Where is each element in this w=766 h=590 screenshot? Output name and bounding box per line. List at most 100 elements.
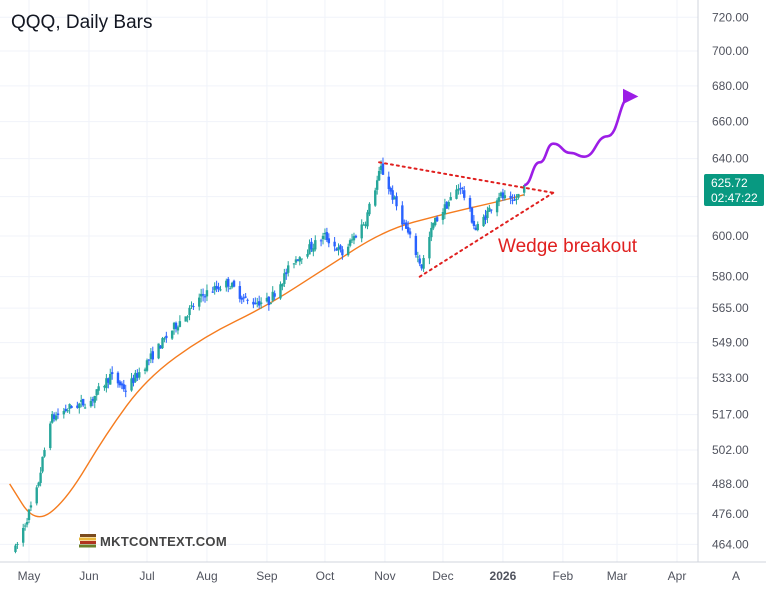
candle-body (68, 404, 71, 409)
candle-body (78, 403, 81, 409)
candle-body (406, 227, 410, 233)
candle-body (381, 163, 385, 175)
candle-body (242, 297, 245, 299)
candle-body (186, 316, 189, 318)
candle-body (269, 302, 272, 304)
candle-body (64, 408, 67, 411)
time-axis-label: Aug (196, 569, 217, 583)
candle-body (346, 246, 350, 256)
candle-body (228, 288, 232, 290)
candle-body (468, 197, 472, 209)
auto-scale-button[interactable]: A (732, 569, 740, 583)
candle-body (201, 294, 205, 296)
time-axis-label: Sep (256, 569, 278, 583)
candle-body (285, 272, 288, 275)
candle-body (213, 286, 216, 291)
candle-body (203, 296, 207, 298)
candle-body (350, 239, 354, 241)
price-axis-label: 533.00 (712, 371, 749, 385)
candle-body (184, 316, 187, 322)
candle-body (76, 405, 79, 408)
price-axis-label: 660.00 (712, 115, 749, 129)
candle-body (366, 212, 369, 227)
candle-body (300, 258, 303, 260)
candle-body (215, 285, 218, 289)
moving-average-layer (9, 194, 525, 518)
watermark: MKTCONTEXT.COM (79, 533, 227, 549)
candle-body (107, 378, 110, 383)
candle-body (37, 482, 40, 486)
candle-body (21, 527, 25, 543)
time-axis-label: 2026 (490, 569, 517, 583)
candle-body (110, 372, 114, 375)
candle-body (335, 248, 338, 251)
candle-body (476, 224, 479, 231)
price-axis-label: 580.00 (712, 270, 749, 284)
candle-body (482, 216, 485, 227)
candle-body (240, 297, 243, 300)
candle-body (130, 378, 133, 391)
candle-body (517, 193, 520, 198)
candle-body (364, 224, 367, 227)
candle-body (310, 241, 313, 250)
candle-body (499, 192, 503, 197)
stacked-books-icon (79, 534, 96, 548)
price-axis-label: 502.00 (712, 443, 749, 457)
time-axis-label: Mar (607, 569, 628, 583)
candle-body (401, 205, 404, 225)
candle-body (43, 450, 46, 457)
candle-body (190, 305, 193, 307)
wedge-breakout-annotation: Wedge breakout (498, 236, 638, 257)
candle-body (97, 386, 100, 391)
time-axis-label: Jul (139, 569, 154, 583)
candle-body (157, 343, 160, 359)
candle-body (511, 199, 514, 201)
watermark-text: MKTCONTEXT.COM (100, 533, 227, 549)
price-axis-label: 488.00 (712, 477, 749, 491)
candle-body (39, 472, 42, 483)
candle-body (455, 189, 458, 199)
candle-body (325, 232, 329, 241)
candle-body (379, 165, 383, 171)
candle-body (161, 338, 164, 349)
candle-body (360, 224, 363, 239)
candle-body (244, 296, 247, 298)
candle-body (393, 197, 396, 200)
candle-body (103, 385, 106, 388)
candle-body (470, 207, 474, 223)
candle-body (259, 302, 263, 304)
price-axis-label: 640.00 (712, 152, 749, 166)
candle-body (257, 301, 261, 306)
candle-body (449, 197, 452, 201)
candle-body (116, 372, 120, 384)
candle-body (428, 236, 431, 259)
candle-body (232, 280, 236, 287)
candle-body (122, 384, 125, 390)
moving-average-line (9, 194, 525, 518)
candle-body (91, 399, 95, 401)
price-axis-label: 700.00 (712, 44, 749, 58)
candle-body (283, 273, 286, 284)
candle-body (52, 414, 56, 420)
candle-body (348, 240, 352, 246)
candle-body (308, 244, 311, 255)
candle-body (217, 286, 220, 290)
candle-body (391, 190, 394, 200)
candle-body (463, 190, 466, 198)
candle-body (447, 202, 450, 207)
candle-body (54, 415, 58, 420)
candle-body (246, 299, 249, 301)
candle-body (199, 293, 203, 297)
candle-body (211, 291, 214, 293)
candle-body (341, 249, 344, 256)
candle-body (509, 195, 512, 199)
candle-body (89, 400, 93, 407)
wedge-lower-line (418, 191, 555, 278)
candle-body (230, 282, 234, 288)
candle-body (93, 395, 96, 403)
candle-body (118, 381, 122, 386)
candle-body (287, 265, 290, 273)
candle-body (143, 369, 147, 371)
